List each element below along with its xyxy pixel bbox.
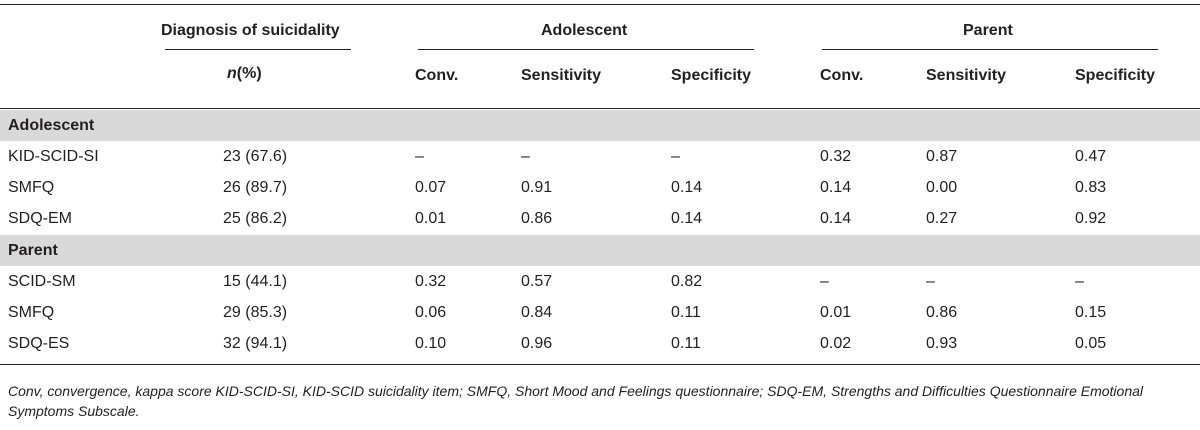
header-col-adolescent-specificity: Specificity (671, 67, 752, 84)
header-n-percent: n(%) (227, 64, 262, 84)
cell-adolescent-specificity: 0.14 (671, 179, 703, 196)
row-label: SMFQ (8, 179, 55, 196)
cell-adolescent-conv: 0.32 (415, 273, 447, 290)
row-label: SMFQ (8, 304, 55, 321)
cell-parent-specificity: 0.15 (1075, 304, 1107, 321)
cell-adolescent-sensitivity: 0.57 (521, 273, 553, 290)
header-parent: Parent (963, 22, 1013, 39)
header-col-parent-conv: Conv. (820, 67, 864, 84)
cell-adolescent-sensitivity: – (521, 148, 530, 165)
cell-adolescent-conv: – (415, 148, 424, 165)
cell-parent-conv: – (820, 273, 829, 290)
row-n: 29 (85.3) (223, 304, 288, 321)
section-label: Parent (8, 242, 58, 259)
header-parent-rule (822, 49, 1158, 50)
cell-adolescent-specificity: 0.11 (671, 335, 701, 352)
section-adolescent: Adolescent (0, 110, 1200, 141)
header-col-parent-sensitivity: Sensitivity (926, 67, 1007, 84)
cell-parent-conv: 0.14 (820, 210, 852, 227)
cell-parent-sensitivity: 0.00 (926, 179, 958, 196)
cell-parent-specificity: 0.83 (1075, 179, 1107, 196)
cell-parent-specificity: 0.05 (1075, 335, 1107, 352)
cell-parent-conv: 0.01 (820, 304, 852, 321)
row-label: SDQ-EM (8, 210, 72, 227)
header-col-parent-specificity: Specificity (1075, 67, 1156, 84)
table-row: SMFQ 26 (89.7) 0.07 0.91 0.14 0.14 0.00 … (0, 172, 1200, 203)
table-bottom-rule (0, 364, 1200, 365)
cell-adolescent-specificity: 0.82 (671, 273, 703, 290)
section-parent: Parent (0, 235, 1200, 266)
cell-adolescent-specificity: – (671, 148, 680, 165)
header-diagnosis-rule (165, 49, 351, 50)
table-top-rule (0, 4, 1200, 5)
row-n: 15 (44.1) (223, 273, 288, 290)
header-adolescent-rule (418, 49, 754, 50)
cell-adolescent-conv: 0.01 (415, 210, 447, 227)
cell-parent-conv: 0.02 (820, 335, 852, 352)
cell-adolescent-sensitivity: 0.86 (521, 210, 553, 227)
header-adolescent: Adolescent (541, 22, 628, 39)
cell-parent-conv: 0.14 (820, 179, 852, 196)
header-bottom-rule (0, 108, 1200, 109)
cell-adolescent-conv: 0.06 (415, 304, 447, 321)
header-n-italic: n (227, 65, 237, 82)
section-label: Adolescent (8, 117, 95, 134)
cell-adolescent-conv: 0.07 (415, 179, 447, 196)
cell-adolescent-sensitivity: 0.91 (521, 179, 553, 196)
table-row: SDQ-EM 25 (86.2) 0.01 0.86 0.14 0.14 0.2… (0, 203, 1200, 234)
cell-parent-specificity: 0.47 (1075, 148, 1107, 165)
row-n: 26 (89.7) (223, 179, 288, 196)
table-row: SCID-SM 15 (44.1) 0.32 0.57 0.82 – – – (0, 266, 1200, 297)
row-label: SCID-SM (8, 273, 76, 290)
cell-parent-specificity: – (1075, 273, 1084, 290)
cell-adolescent-sensitivity: 0.84 (521, 304, 553, 321)
cell-adolescent-sensitivity: 0.96 (521, 335, 553, 352)
cell-adolescent-conv: 0.10 (415, 335, 447, 352)
cell-parent-sensitivity: 0.86 (926, 304, 958, 321)
cell-parent-conv: 0.32 (820, 148, 852, 165)
row-n: 32 (94.1) (223, 335, 288, 352)
table-row: SDQ-ES 32 (94.1) 0.10 0.96 0.11 0.02 0.9… (0, 328, 1200, 359)
cell-adolescent-specificity: 0.11 (671, 304, 701, 321)
table-footnote: Conv, convergence, kappa score KID-SCID-… (8, 383, 1143, 419)
row-label: SDQ-ES (8, 335, 70, 352)
header-col-adolescent-sensitivity: Sensitivity (521, 67, 602, 84)
table-row: SMFQ 29 (85.3) 0.06 0.84 0.11 0.01 0.86 … (0, 297, 1200, 328)
row-n: 25 (86.2) (223, 210, 288, 227)
header-n-rest: (%) (236, 65, 262, 82)
cell-adolescent-specificity: 0.14 (671, 210, 703, 227)
table-row: KID-SCID-SI 23 (67.6) – – – 0.32 0.87 0.… (0, 141, 1200, 172)
row-n: 23 (67.6) (223, 148, 288, 165)
row-label: KID-SCID-SI (8, 148, 99, 165)
header-col-adolescent-conv: Conv. (415, 67, 459, 84)
cell-parent-sensitivity: – (926, 273, 935, 290)
header-diagnosis: Diagnosis of suicidality (161, 22, 340, 39)
cell-parent-specificity: 0.92 (1075, 210, 1107, 227)
cell-parent-sensitivity: 0.93 (926, 335, 958, 352)
cell-parent-sensitivity: 0.27 (926, 210, 958, 227)
cell-parent-sensitivity: 0.87 (926, 148, 958, 165)
